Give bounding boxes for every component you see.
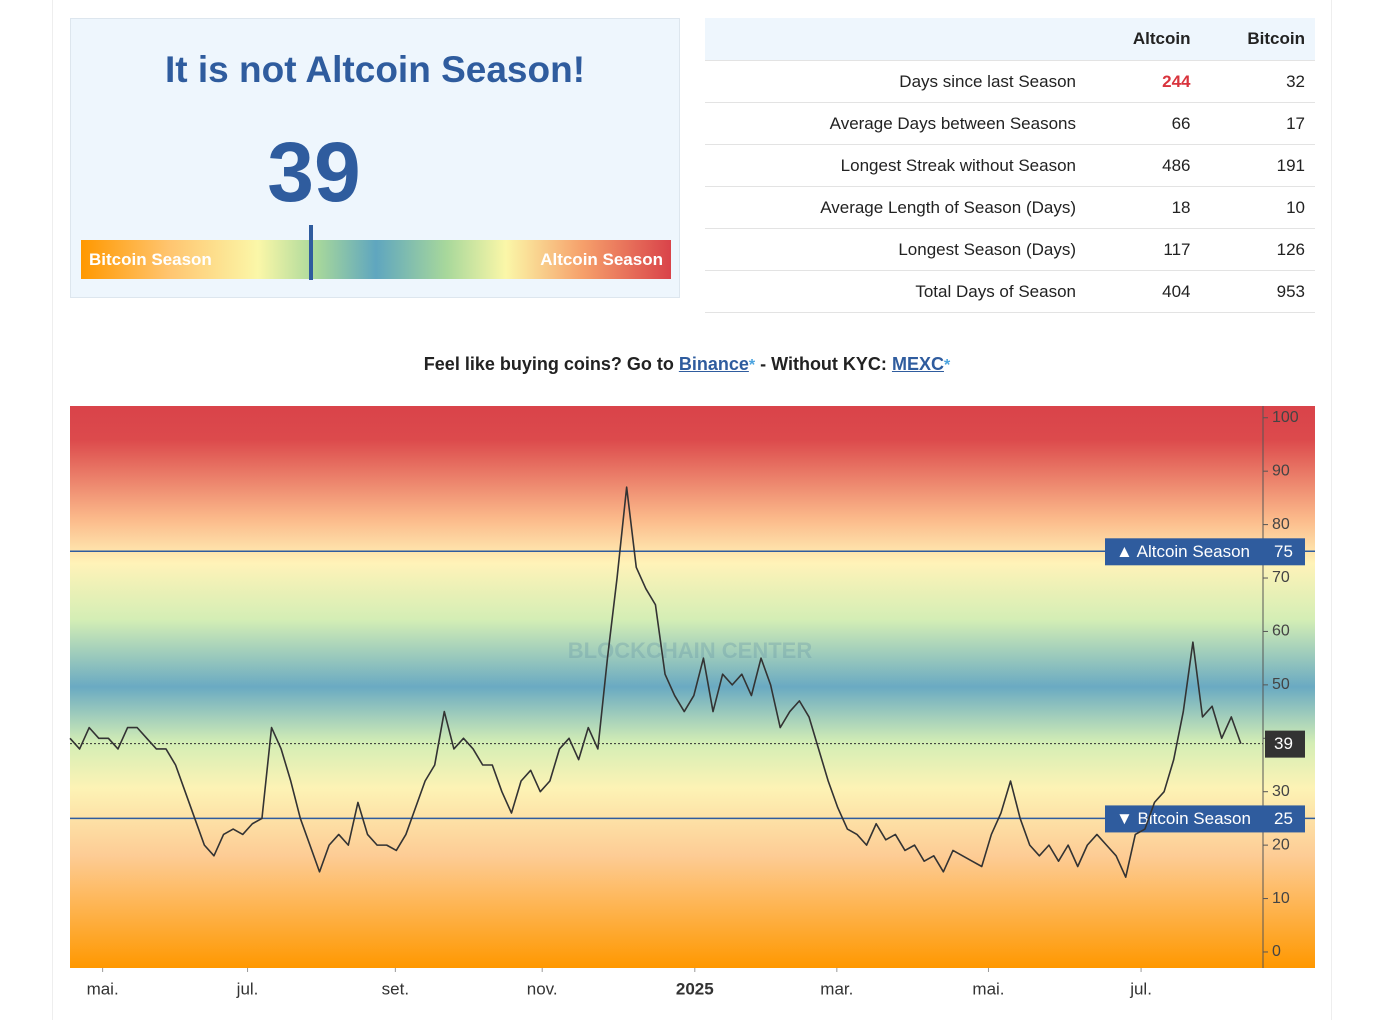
binance-link[interactable]: Binance xyxy=(678,354,749,374)
column-header: Altcoin xyxy=(1086,18,1201,61)
cell: 32 xyxy=(1200,60,1315,103)
cell: 18 xyxy=(1086,186,1201,229)
cell: 66 xyxy=(1086,102,1201,145)
gauge-panel: It is not Altcoin Season! 39 Bitcoin Sea… xyxy=(70,18,680,298)
promo-text: Feel like buying coins? Go to xyxy=(423,354,674,374)
cell: 191 xyxy=(1200,144,1315,187)
cell: 117 xyxy=(1086,228,1201,271)
marker: * xyxy=(748,357,756,374)
gauge-marker xyxy=(309,225,314,280)
index-value: 39 xyxy=(267,125,361,219)
frame xyxy=(52,0,1332,1020)
gauge-right-label: Altcoin Season xyxy=(540,250,663,269)
header-row: Altcoin Bitcoin xyxy=(705,18,1315,61)
gauge-bar: Bitcoin Season Altcoin Season xyxy=(81,225,671,280)
row-label: Total Days of Season xyxy=(705,270,1086,313)
season-title: It is not Altcoin Season! xyxy=(164,49,586,90)
cell: 404 xyxy=(1086,270,1201,313)
table-row: Total Days of Season 404 953 xyxy=(705,270,1315,313)
cell: 17 xyxy=(1200,102,1315,145)
row-label: Average Days between Seasons xyxy=(705,102,1086,145)
header-cell xyxy=(705,18,1086,61)
row-label: Average Length of Season (Days) xyxy=(705,186,1086,229)
cell: 126 xyxy=(1200,228,1315,271)
gauge-left-label: Bitcoin Season xyxy=(89,250,212,269)
column-header: Bitcoin xyxy=(1200,18,1315,61)
table-row: Longest Streak without Season 486 191 xyxy=(705,144,1315,187)
table-row: Average Length of Season (Days) 18 10 xyxy=(705,186,1315,229)
row-label: Longest Season (Days) xyxy=(705,228,1086,271)
table-row: Days since last Season 244 32 xyxy=(705,60,1315,103)
table-row: Average Days between Seasons 66 17 xyxy=(705,102,1315,145)
cell: 10 xyxy=(1200,186,1315,229)
promo: Feel like buying coins? Go to Binance* -… xyxy=(0,354,1374,375)
stats-table: Altcoin Bitcoin Days since last Season 244 3… xyxy=(705,18,1315,313)
cell: 244 xyxy=(1086,60,1201,103)
promo-text: - Without KYC: xyxy=(760,354,887,374)
row-label: Days since last Season xyxy=(705,60,1086,103)
mexc-link[interactable]: MEXC xyxy=(891,354,944,374)
table-row: Longest Season (Days) 117 126 xyxy=(705,228,1315,271)
marker: * xyxy=(943,357,951,374)
row-label: Longest Streak without Season xyxy=(705,144,1086,187)
cell: 486 xyxy=(1086,144,1201,187)
cell: 953 xyxy=(1200,270,1315,313)
